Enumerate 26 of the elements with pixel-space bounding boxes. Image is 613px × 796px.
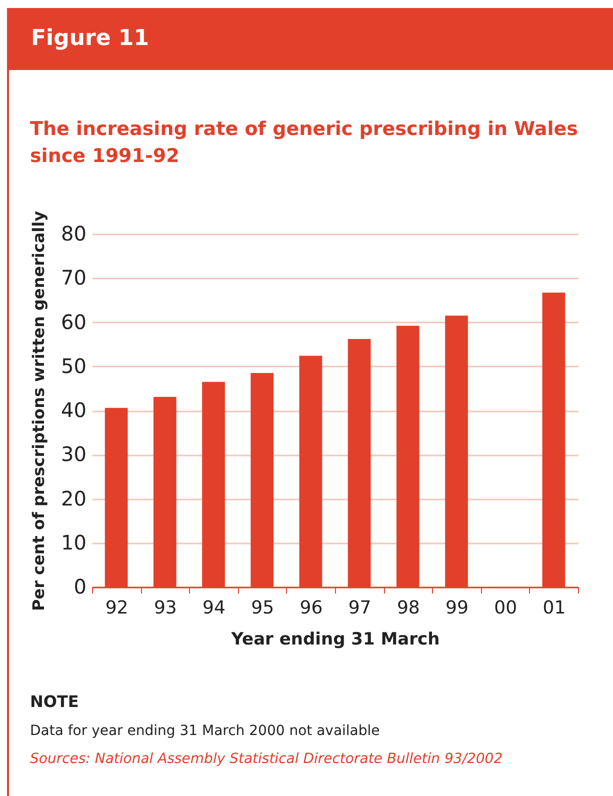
x-tick-label: 98 <box>396 598 420 618</box>
chart-title: Figure 11 <box>7 8 613 70</box>
x-tick-label: 00 <box>494 598 518 618</box>
text: NOTE <box>30 692 80 711</box>
y-tick-label: 50 <box>61 354 86 378</box>
y-tick-label: 0 <box>74 574 86 598</box>
chart-subtitle: The increasing rate of generic prescribing in Wales since 1991-92 <box>30 117 579 169</box>
y-tick-label: 20 <box>61 486 86 510</box>
y-tick-label: 40 <box>61 398 86 422</box>
source-note: Sources: National Assembly Statistical Directorate Bulletin 93/2002 <box>30 751 503 767</box>
x-tick-label: 97 <box>348 598 372 618</box>
y-tick-label: 80 <box>61 222 86 246</box>
x-tick-label: 92 <box>105 598 128 618</box>
y-tick-label: 70 <box>61 266 86 290</box>
x-tick-label: 95 <box>251 598 274 618</box>
y-tick-label: 10 <box>61 530 86 554</box>
y-tick-label: 60 <box>61 310 86 334</box>
x-tick-label: 99 <box>446 598 468 618</box>
y-axis-title: Per cent of prescriptions written generically <box>29 210 48 612</box>
x-tick-label: 94 <box>202 598 226 618</box>
x-tick-label: 93 <box>154 598 177 618</box>
x-tick-label: 96 <box>300 598 323 618</box>
text: Data for year ending 31 March 2000 not available <box>30 723 381 739</box>
x-tick-label: 01 <box>542 598 566 618</box>
y-tick-label: 30 <box>61 442 86 466</box>
x-axis-title: Year ending 31 March <box>230 630 440 650</box>
